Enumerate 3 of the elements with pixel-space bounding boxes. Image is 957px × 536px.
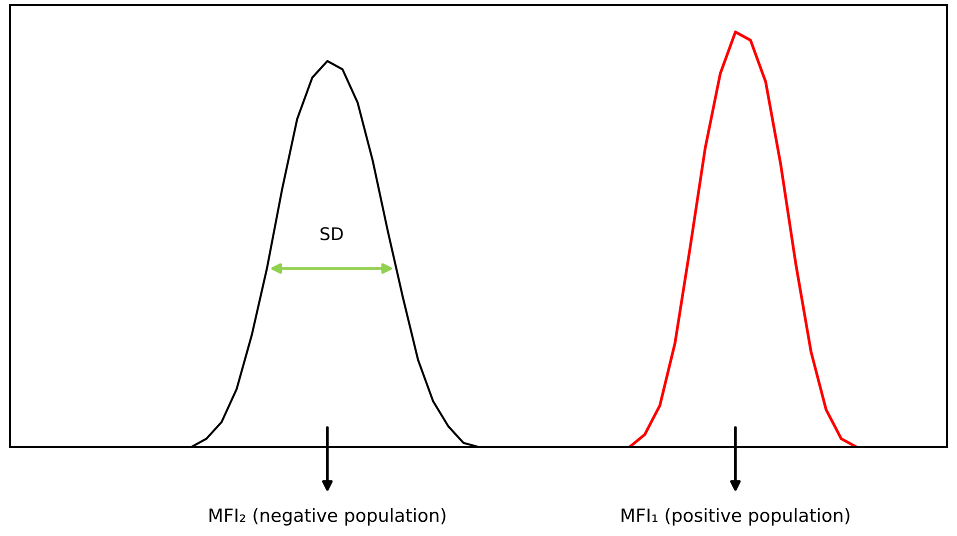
text: MFI₂ (negative population) xyxy=(210,508,446,526)
text: MFI₁ (positive population) xyxy=(622,508,850,526)
annotation: SD xyxy=(320,227,343,240)
